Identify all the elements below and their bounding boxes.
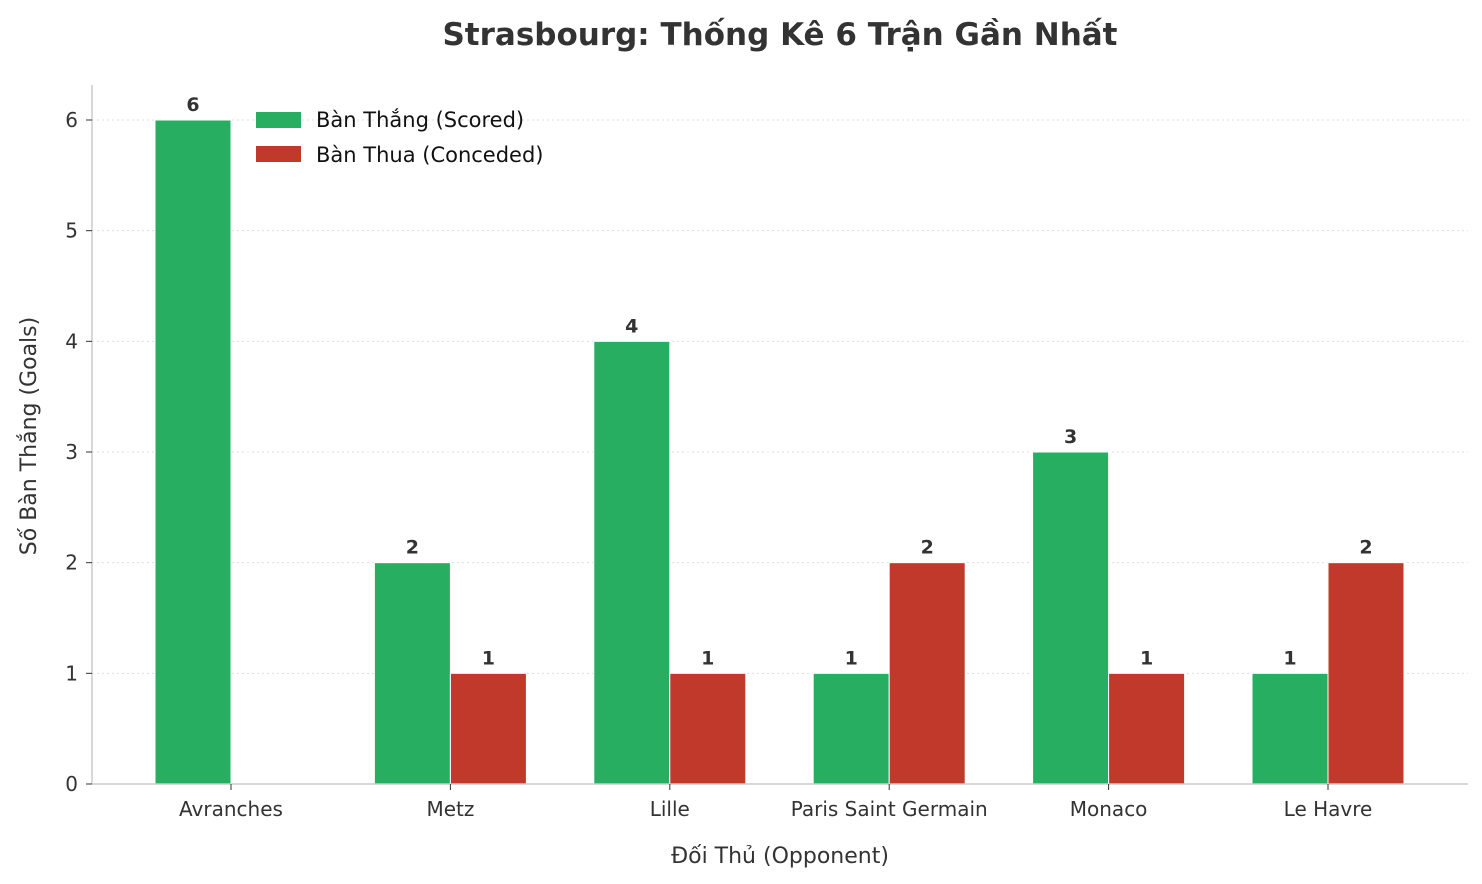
data-label: 2 <box>406 537 419 559</box>
bar-scored <box>1251 672 1329 785</box>
y-axis-label: Số Bàn Thắng (Goals) <box>17 317 42 555</box>
y-tick-label: 2 <box>65 551 78 575</box>
data-label: 1 <box>701 647 714 669</box>
y-tick-label: 3 <box>65 440 78 464</box>
legend-label-conceded: Bàn Thua (Conceded) <box>316 143 544 167</box>
y-tick-label: 0 <box>65 772 78 796</box>
x-tick-label: Le Havre <box>1284 797 1373 821</box>
data-label: 3 <box>1064 426 1077 448</box>
data-label: 1 <box>1283 647 1296 669</box>
x-axis-label: Đối Thủ (Opponent) <box>671 844 889 869</box>
y-tick-label: 1 <box>65 661 78 685</box>
x-tick-label: Lille <box>650 797 690 821</box>
bar-scored <box>812 672 890 785</box>
bar-conceded <box>449 672 527 785</box>
bar-conceded <box>1108 672 1186 785</box>
bar-scored <box>593 340 671 785</box>
legend-swatch-conceded <box>256 146 301 162</box>
bar-scored <box>1032 451 1110 785</box>
y-tick-label: 5 <box>65 219 78 243</box>
data-label: 1 <box>1140 647 1153 669</box>
legend-swatch-scored <box>256 112 301 128</box>
data-label: 2 <box>1359 537 1372 559</box>
data-label: 4 <box>625 315 638 337</box>
data-label: 1 <box>845 647 858 669</box>
y-tick-label: 6 <box>65 108 78 132</box>
chart-title: Strasbourg: Thống Kê 6 Trận Gần Nhất <box>442 17 1117 53</box>
legend-label-scored: Bàn Thắng (Scored) <box>316 108 524 132</box>
x-tick-label: Monaco <box>1070 797 1148 821</box>
data-label: 1 <box>482 647 495 669</box>
bar-conceded <box>1327 562 1405 785</box>
x-tick-label: Metz <box>426 797 474 821</box>
bar-scored <box>373 562 451 785</box>
bar-conceded <box>888 562 966 785</box>
bar-conceded <box>669 672 747 785</box>
data-label: 2 <box>921 537 934 559</box>
bar-scored <box>154 119 232 785</box>
legend: Bàn Thắng (Scored) Bàn Thua (Conceded) <box>256 108 544 167</box>
x-tick-label: Paris Saint Germain <box>791 797 988 821</box>
data-label: 6 <box>186 94 199 116</box>
y-tick-label: 4 <box>65 329 78 353</box>
x-tick-label: Avranches <box>179 797 283 821</box>
